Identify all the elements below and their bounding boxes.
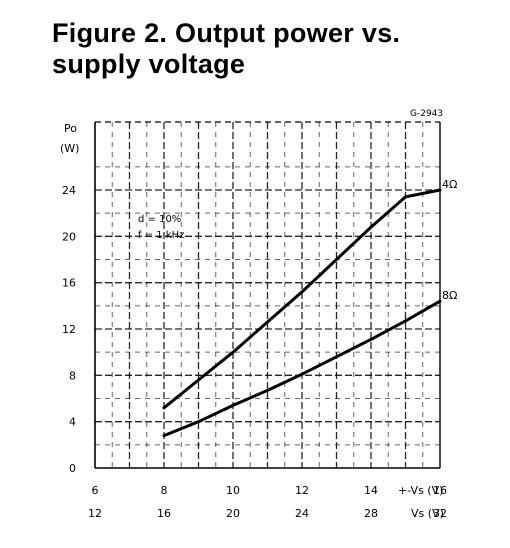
figure-title: Figure 2. Output power vs. supply voltag… bbox=[52, 18, 492, 80]
y-tick-label: 20 bbox=[62, 230, 76, 243]
series-label-4ohm: 4Ω bbox=[442, 178, 457, 191]
conditions-label: f = 1 kHz bbox=[138, 230, 184, 241]
x-tick-label-secondary: 28 bbox=[364, 507, 378, 520]
figure-title-line2: supply voltage bbox=[52, 49, 246, 79]
y-tick-label: 4 bbox=[69, 416, 76, 429]
x-axis-label-primary: +-Vs (V) bbox=[398, 484, 443, 497]
conditions-label: d = 10% bbox=[138, 214, 181, 225]
y-axis-unit: (W) bbox=[60, 142, 79, 155]
chart-axes bbox=[94, 121, 441, 469]
x-tick-label-secondary: 32 bbox=[433, 507, 447, 520]
x-tick-label-secondary: 20 bbox=[226, 507, 240, 520]
y-tick-label: 16 bbox=[62, 277, 76, 290]
y-tick-label: 8 bbox=[69, 369, 76, 382]
y-axis-label: Po bbox=[64, 122, 77, 135]
x-axis-label-secondary: Vs (V) bbox=[411, 507, 444, 520]
x-tick-label-primary: 6 bbox=[92, 484, 99, 497]
x-tick-label-primary: 10 bbox=[226, 484, 240, 497]
x-tick-label-primary: 8 bbox=[161, 484, 168, 497]
y-tick-label: 24 bbox=[62, 184, 76, 197]
series-line-4ohm bbox=[162, 188, 442, 410]
series-label-8ohm: 8Ω bbox=[442, 289, 457, 302]
x-tick-label-secondary: 16 bbox=[157, 507, 171, 520]
x-tick-label-secondary: 24 bbox=[295, 507, 309, 520]
x-tick-label-primary: 12 bbox=[295, 484, 309, 497]
x-tick-label-primary: 16 bbox=[433, 484, 447, 497]
y-tick-label: 0 bbox=[69, 462, 76, 475]
drawing-code: G-2943 bbox=[410, 109, 443, 119]
series-line-8ohm bbox=[162, 299, 442, 438]
y-tick-label: 12 bbox=[62, 323, 76, 336]
figure-title-line1: Figure 2. Output power vs. bbox=[52, 18, 401, 48]
x-tick-label-secondary: 12 bbox=[88, 507, 102, 520]
x-tick-label-primary: 14 bbox=[364, 484, 378, 497]
chart-grid bbox=[95, 122, 440, 468]
chart-series bbox=[162, 188, 442, 438]
